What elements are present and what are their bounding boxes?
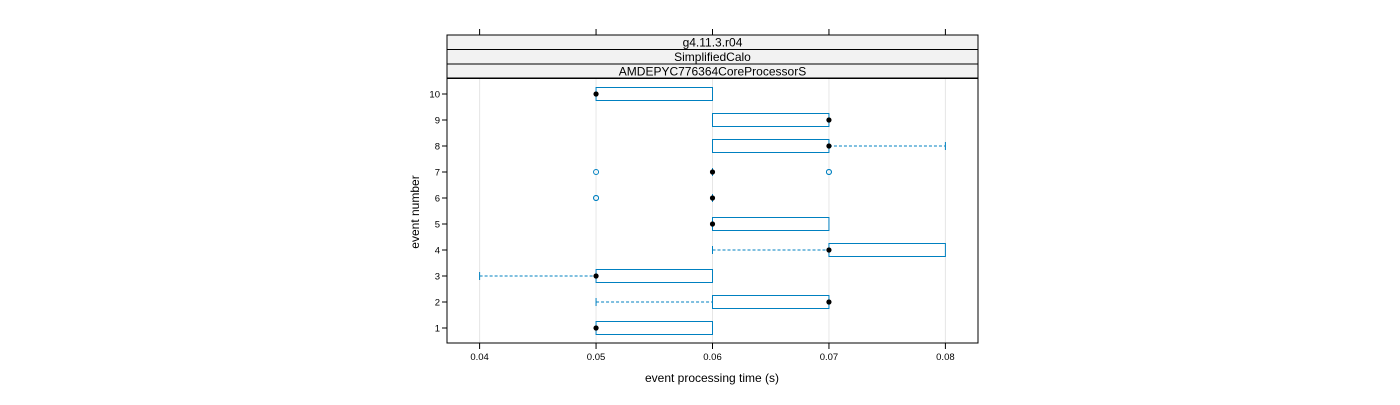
- median-point: [826, 143, 832, 149]
- median-point: [826, 247, 832, 253]
- y-axis-label: event number: [408, 175, 422, 248]
- median-point: [709, 221, 716, 227]
- strip-label: AMDEPYC776364CoreProcessorS: [619, 64, 806, 78]
- y-tick-label: 8: [435, 142, 440, 153]
- box-event-6: [593, 194, 716, 202]
- x-tick-label: 0.06: [703, 352, 722, 363]
- outlier-point: [825, 169, 832, 175]
- x-tick-label: 0.04: [470, 352, 489, 363]
- median-point: [709, 169, 716, 175]
- box-event-5: [709, 217, 830, 231]
- box-event-3: [479, 269, 713, 283]
- strip-label: g4.11.3.r04: [683, 35, 743, 49]
- outlier-point: [593, 169, 600, 175]
- box-event-1: [593, 321, 713, 335]
- y-tick-label: 2: [435, 298, 440, 309]
- y-tick-label: 7: [435, 168, 440, 179]
- strip-header: g4.11.3.r04SimplifiedCaloAMDEPYC776364Co…: [446, 34, 979, 79]
- box-iqr: [595, 321, 713, 335]
- box-event-4: [712, 243, 946, 257]
- median-point: [593, 325, 599, 331]
- x-tick-label: 0.05: [587, 352, 606, 363]
- box-iqr: [595, 87, 713, 101]
- y-tick-label: 6: [435, 194, 440, 205]
- box-event-2: [595, 295, 832, 309]
- median-point: [593, 91, 599, 97]
- strip-label: SimplifiedCalo: [674, 50, 751, 64]
- y-tick-label: 10: [429, 90, 440, 101]
- x-tick-label: 0.08: [936, 352, 955, 363]
- box-iqr: [712, 295, 830, 309]
- box-event-8: [712, 139, 946, 153]
- box-event-10: [593, 87, 713, 101]
- box-iqr: [712, 217, 830, 231]
- y-tick-label: 1: [435, 324, 440, 335]
- box-event-7: [593, 168, 832, 176]
- box-iqr: [595, 269, 713, 283]
- outlier-point: [593, 195, 600, 201]
- median-point: [709, 195, 716, 201]
- y-tick-label: 9: [435, 116, 440, 127]
- x-axis-label: event processing time (s): [645, 371, 779, 385]
- median-point: [826, 299, 832, 305]
- y-tick-label: 5: [435, 220, 440, 231]
- y-tick-label: 3: [435, 272, 440, 283]
- box-iqr: [712, 139, 830, 153]
- y-tick-label: 4: [435, 246, 440, 257]
- box-iqr: [712, 113, 830, 127]
- box-iqr: [828, 243, 946, 257]
- median-point: [826, 117, 832, 123]
- x-tick-label: 0.07: [820, 352, 839, 363]
- data-marks: [479, 87, 946, 335]
- axes: event processing time (s) event number 0…: [408, 29, 979, 385]
- box-event-9: [712, 113, 832, 127]
- panel-frame: [446, 77, 979, 344]
- median-point: [593, 273, 599, 279]
